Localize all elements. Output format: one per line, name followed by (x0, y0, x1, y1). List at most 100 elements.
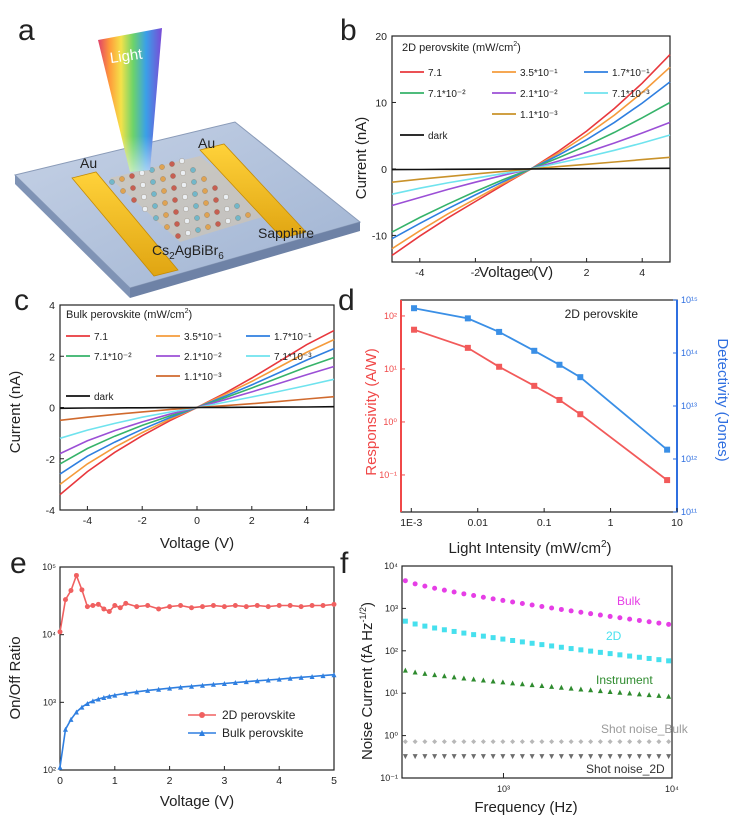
lattice-atom (192, 191, 198, 197)
legend-c-entry-label: 7.1*10⁻³ (274, 352, 312, 363)
au-label-left: Au (80, 155, 97, 171)
f-series-point (412, 739, 418, 745)
e-series-point (210, 602, 216, 608)
f-series-point (500, 636, 506, 642)
lattice-atom (179, 158, 185, 164)
e-series-point (73, 572, 79, 578)
e-series-line (59, 573, 335, 633)
d-xtick-label: 0.1 (537, 517, 552, 529)
sapphire-label: Sapphire (258, 225, 314, 241)
f-series-point (480, 739, 486, 745)
d-series-point (556, 361, 563, 368)
plot-c-xtick-label: 2 (249, 515, 255, 527)
f-series-point (539, 604, 545, 610)
f-frame (401, 565, 673, 779)
plot-c-ytick-label: 4 (49, 300, 55, 312)
lattice-atom (172, 197, 178, 203)
f-series-point (422, 670, 428, 676)
f-series-point (646, 619, 652, 625)
f-series-point (578, 754, 584, 760)
plot-c-ytick-label: -4 (46, 505, 55, 517)
plot-c-xtick-label: -4 (83, 515, 92, 527)
lattice-atom (173, 209, 179, 215)
lattice-atom (203, 200, 209, 206)
f-series-point (480, 594, 486, 600)
b-ylabel: Current (nA) (353, 117, 370, 200)
e-series-point (178, 602, 184, 608)
e-series-point (101, 694, 107, 700)
lattice-atom (225, 218, 231, 224)
f-series-point (461, 739, 467, 745)
f-series-point (588, 611, 594, 617)
e-series-point (79, 587, 85, 593)
f-series-point (402, 667, 408, 673)
e-series-point (145, 602, 151, 608)
legend-b-entry-label: 1.1*10⁻³ (520, 110, 558, 121)
e-series-point (106, 693, 112, 699)
e-series-point (123, 690, 129, 696)
e-legend-marker (199, 730, 205, 736)
e-series-point (62, 597, 68, 603)
d-xtick-label: 1E-3 (400, 517, 422, 529)
f-series-point (568, 646, 574, 652)
legend-b-entry-label: 1.7*10⁻¹ (612, 68, 650, 79)
plot-b: -4 -2 0 2 4 -10 0 10 20 (372, 31, 671, 279)
plot-d: 1E-3 0.01 0.1 1 10 10⁻¹ 10⁰ 10¹ 10² 10¹¹ 10¹² 10¹³ 1… (379, 295, 698, 529)
f-series-point (607, 739, 613, 745)
d-ytick-right-label: 10¹⁴ (681, 348, 698, 358)
e-series-point (134, 689, 140, 695)
e-xtick-label: 2 (167, 775, 173, 787)
f-series-point (627, 754, 633, 760)
lattice-atom (142, 206, 148, 212)
d-series-point (577, 411, 584, 418)
d-series-point (496, 363, 503, 370)
e-series-point (232, 602, 238, 608)
f-series-point (666, 621, 672, 627)
panel-letter-b: b (340, 14, 357, 47)
plot-c-ytick-label: 0 (49, 403, 55, 415)
e-series-point (117, 605, 123, 611)
f-series-point (617, 615, 623, 621)
d-series-point (556, 396, 563, 403)
f-series-point (588, 648, 594, 654)
e-series-point (68, 587, 74, 593)
lattice-atom (159, 164, 165, 170)
panel-f: f 10³ 10⁴ 10⁻¹ 10⁰ 10¹ 10² 10³ 10⁴ Frequency (H… (340, 547, 689, 816)
f-series-point (441, 627, 447, 633)
e-series-point (331, 601, 337, 607)
e-series-point (156, 686, 162, 692)
d-xtick-label: 10 (671, 517, 683, 529)
plot-b-ytick-label: 20 (375, 31, 387, 43)
c-xlabel: Voltage (V) (160, 535, 234, 552)
f-series-point (529, 739, 535, 745)
f-series-point (510, 739, 516, 745)
lattice-atom (195, 227, 201, 233)
lattice-atom (131, 197, 137, 203)
e-series-point (254, 602, 260, 608)
f-series-point (480, 754, 486, 760)
lattice-atom (129, 173, 135, 179)
e-series-point (265, 604, 271, 610)
e-xlabel: Voltage (V) (160, 793, 234, 810)
f-series-point (627, 616, 633, 622)
f-series-point (656, 692, 662, 698)
e-series-point (101, 606, 107, 612)
plot-b-series-line (391, 54, 671, 257)
panel-letter-e: e (10, 547, 27, 580)
lattice-atom (185, 230, 191, 236)
d-ytick-right-label: 10¹¹ (681, 507, 697, 517)
legend-c-entry-label: 2.1*10⁻² (184, 352, 222, 363)
e-series-point (243, 604, 249, 610)
f-series-point (588, 754, 594, 760)
light-label: Light (109, 46, 144, 67)
f-series-point (451, 674, 457, 680)
d-annotation: 2D perovskite (565, 307, 639, 321)
f-series-point (597, 649, 603, 655)
plot-c: -4 -2 0 2 4 -4 -2 0 2 4 (46, 300, 335, 527)
f-series-point (549, 605, 555, 611)
f-series-point (422, 739, 428, 745)
e-series-point (309, 673, 315, 679)
f-series-point (656, 620, 662, 626)
d-series-point (496, 328, 503, 335)
